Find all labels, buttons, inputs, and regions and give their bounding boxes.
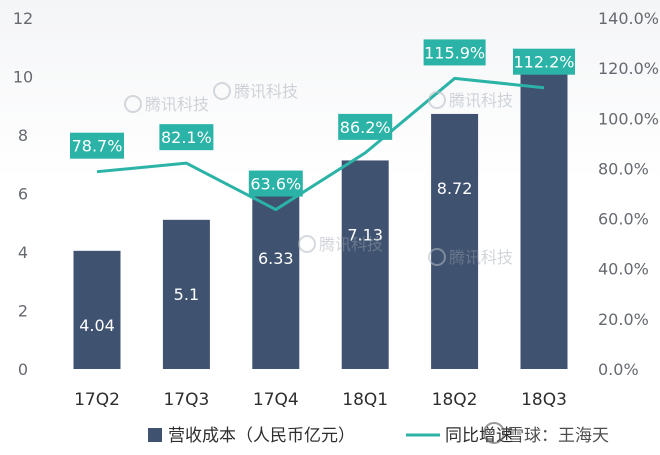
bar-value-label: 5.1 xyxy=(174,285,199,304)
legend-bar-swatch xyxy=(148,428,162,442)
growth-value-label: 78.7% xyxy=(72,137,123,156)
legend-line-label: 同比增速 xyxy=(445,426,513,446)
y-left-tick-label: 8 xyxy=(18,126,28,145)
y-left-tick-label: 10 xyxy=(13,68,33,87)
growth-value-label: 115.9% xyxy=(424,43,485,62)
y-right-tick-label: 20.0% xyxy=(598,310,649,329)
watermark-logo-icon xyxy=(124,95,142,113)
bar xyxy=(431,113,479,369)
y-right-tick-label: 40.0% xyxy=(598,260,649,279)
y-right-tick-label: 60.0% xyxy=(598,210,649,229)
x-tick-label: 18Q3 xyxy=(521,390,567,410)
bar-value-label: 8.72 xyxy=(437,179,473,198)
bar xyxy=(520,53,568,369)
watermark-brand: 腾讯科技 xyxy=(234,82,298,101)
bar xyxy=(162,219,210,369)
bar xyxy=(73,250,121,369)
y-left-tick-label: 6 xyxy=(18,185,28,204)
legend-bar-label: 营收成本（人民币亿元） xyxy=(168,426,355,446)
watermark-brand: 腾讯科技 xyxy=(145,95,209,114)
x-tick-label: 18Q2 xyxy=(432,390,478,410)
bar xyxy=(252,183,300,369)
growth-label-box xyxy=(159,124,214,151)
growth-value-label: 63.6% xyxy=(250,175,301,194)
bar-value-label: 7.13 xyxy=(347,225,383,244)
y-left-tick-label: 12 xyxy=(13,9,33,28)
y-left-tick-label: 0 xyxy=(18,360,28,379)
watermark-logo-icon xyxy=(298,235,316,253)
growth-line xyxy=(96,76,545,212)
bar xyxy=(341,160,389,369)
growth-value-label: 112.2% xyxy=(513,53,574,72)
y-left-tick-label: 4 xyxy=(18,243,28,262)
watermark-brand: 腾讯科技 xyxy=(449,91,513,110)
y-right-tick-label: 100.0% xyxy=(598,109,659,128)
growth-value-label: 86.2% xyxy=(340,118,391,137)
y-right-tick-label: 120.0% xyxy=(598,59,659,78)
watermark-snowball-icon xyxy=(483,422,505,444)
watermark-logo-icon xyxy=(428,248,446,266)
growth-label-box xyxy=(248,170,303,197)
growth-label-box xyxy=(513,48,575,75)
bar-value-label: 4.04 xyxy=(79,316,115,335)
growth-label-box xyxy=(338,113,393,140)
y-right-tick-label: 0.0% xyxy=(598,360,639,379)
y-left-tick-label: 2 xyxy=(18,302,28,321)
watermark-logo-icon xyxy=(428,91,446,109)
watermark-brand: 腾讯科技 xyxy=(449,248,513,267)
bar-value-label: 6.33 xyxy=(258,249,294,268)
watermark-logo-icon xyxy=(213,82,231,100)
growth-label-box xyxy=(423,39,486,66)
y-right-tick-label: 140.0% xyxy=(598,9,659,28)
growth-value-label: 82.1% xyxy=(161,128,212,147)
x-tick-label: 18Q1 xyxy=(342,390,388,410)
watermark-brand: 腾讯科技 xyxy=(319,235,383,254)
growth-label-box xyxy=(70,132,124,159)
x-tick-label: 17Q3 xyxy=(163,390,209,410)
watermark-credit: 雪球：王海天 xyxy=(507,426,609,446)
x-tick-label: 17Q2 xyxy=(74,390,120,410)
y-right-tick-label: 80.0% xyxy=(598,159,649,178)
x-tick-label: 17Q4 xyxy=(253,390,299,410)
